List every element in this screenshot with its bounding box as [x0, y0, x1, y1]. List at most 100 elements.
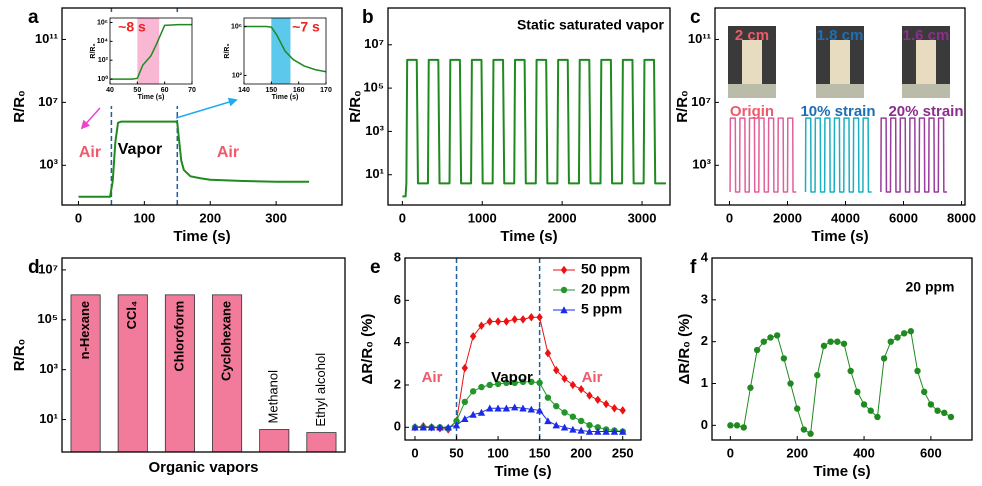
x-tick-label: 3000 [628, 210, 657, 225]
category-label: n-Hexane [77, 301, 92, 360]
data-line [402, 58, 667, 198]
annotation: 2 cm [735, 27, 769, 44]
x-tick-label: 0 [75, 210, 82, 225]
marker [780, 355, 788, 362]
marker [914, 367, 921, 375]
x-tick-label: 2000 [773, 210, 802, 225]
marker [477, 408, 486, 416]
plot-frame [61, 7, 343, 206]
data-line [730, 330, 952, 435]
marker [553, 365, 560, 375]
plot-frame [61, 257, 346, 453]
x-tick-label: 140 [238, 87, 250, 94]
data-line [244, 25, 327, 73]
x-tick-label: 150 [265, 87, 277, 94]
y-tick-label: 10³ [365, 123, 384, 138]
x-tick-label: 100 [134, 210, 156, 225]
series-label: 10% strain [800, 103, 875, 120]
marker [494, 317, 502, 326]
data-line [729, 117, 797, 193]
photo-sample [916, 40, 936, 84]
x-tick-label: 200 [786, 445, 808, 460]
x-tick-label: 400 [853, 445, 875, 460]
photos [728, 26, 950, 98]
plot-frame [387, 7, 671, 206]
category-label: Ethyl alcohol [313, 353, 328, 427]
y-tick-label: 10⁷ [38, 94, 58, 109]
y-tick-label: 10³ [692, 157, 711, 172]
marker [941, 409, 948, 417]
marker [569, 413, 577, 420]
y-tick-label: 2 [701, 333, 708, 348]
legend-label: 50 ppm [581, 261, 630, 277]
marker [544, 394, 552, 401]
panel-letter: b [362, 7, 374, 28]
marker [773, 332, 781, 339]
marker [494, 380, 502, 388]
y-axis-label: R/R₀ [90, 43, 97, 58]
marker [519, 404, 527, 412]
marker [552, 421, 560, 429]
y-tick-label: 10¹¹ [35, 31, 58, 46]
annotation: Vapor [118, 141, 162, 158]
marker [536, 313, 543, 322]
x-tick-label: 4000 [831, 210, 860, 225]
marker [874, 413, 881, 421]
marker [528, 313, 535, 322]
marker [947, 413, 955, 421]
annotation: Air [422, 369, 443, 386]
y-axis-label: ΔR/R₀ (%) [676, 314, 693, 385]
marker [820, 342, 828, 350]
photo-ruler [816, 84, 864, 98]
y-tick-label: 8 [394, 249, 401, 264]
y-tick-label: 4 [394, 334, 402, 349]
x-tick-label: 600 [920, 445, 942, 460]
marker [800, 426, 808, 433]
x-axis-label: Time (s) [173, 228, 230, 245]
marker [411, 423, 419, 431]
marker [814, 371, 821, 379]
plot-frame [711, 257, 973, 441]
y-tick-label: 2 [394, 376, 401, 391]
x-tick-label: 300 [265, 210, 287, 225]
inset-arrow [80, 107, 101, 130]
marker [561, 374, 568, 383]
marker [927, 401, 935, 408]
marker [611, 404, 618, 413]
x-axis-label: Time (s) [494, 463, 551, 480]
x-tick-label: 6000 [889, 210, 918, 225]
marker [535, 406, 544, 414]
y-tick-label: 10² [98, 57, 109, 64]
panel-letter: f [690, 257, 697, 278]
category-label: Methanol [266, 370, 281, 424]
marker [619, 427, 627, 435]
y-tick-label: 10¹¹ [688, 31, 711, 46]
marker [544, 417, 552, 425]
marker [787, 380, 794, 387]
annotation: 1.6 cm [903, 27, 950, 44]
x-axis-label: Time (s) [813, 463, 870, 480]
marker [569, 380, 577, 390]
marker [894, 334, 901, 341]
marker [827, 338, 834, 345]
y-tick-label: 10⁷ [364, 36, 384, 51]
bar [306, 432, 337, 453]
marker [486, 404, 494, 412]
marker [847, 367, 854, 375]
panel-letter: c [690, 7, 701, 28]
marker [494, 404, 502, 412]
bar [164, 294, 195, 453]
marker [510, 403, 519, 411]
bar [212, 294, 243, 453]
y-tick-label: 10⁶ [231, 23, 242, 30]
annotation: 20 ppm [905, 279, 954, 295]
marker [921, 388, 928, 396]
marker [834, 338, 841, 345]
marker [461, 415, 469, 423]
y-axis-label: ΔR/R₀ (%) [359, 314, 376, 385]
photo-ruler [728, 84, 776, 98]
marker [934, 407, 941, 414]
plot-frame [404, 257, 642, 441]
marker [511, 379, 518, 387]
